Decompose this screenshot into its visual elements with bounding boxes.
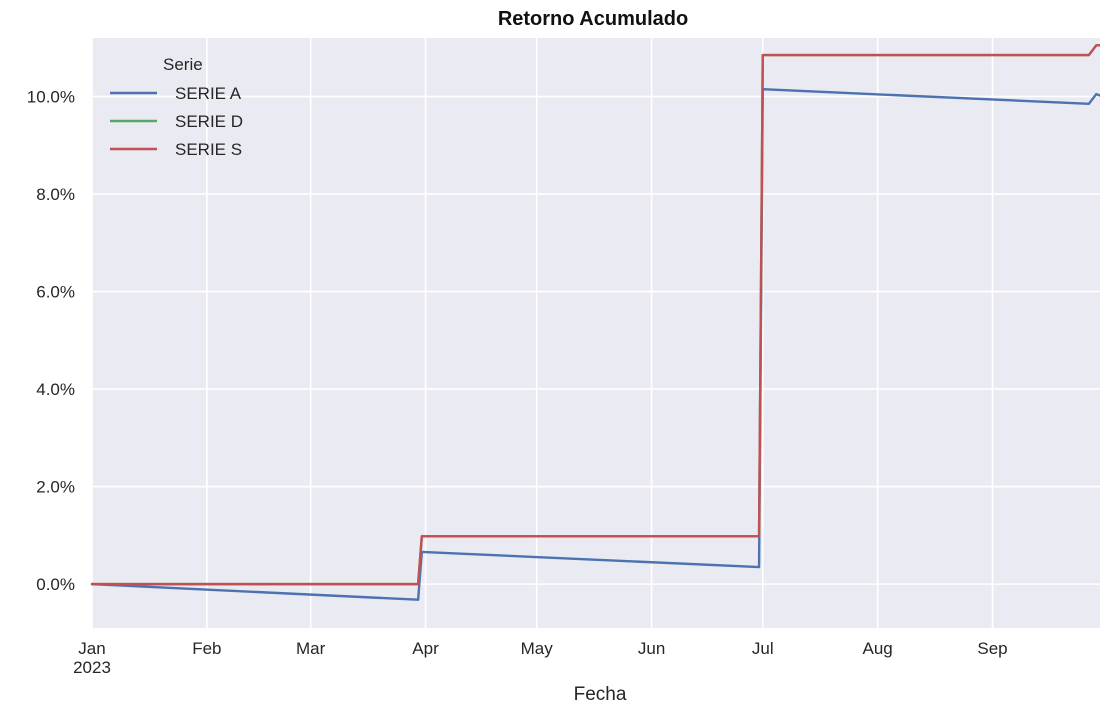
x-tick-label: Mar xyxy=(296,639,326,658)
y-tick-label: 4.0% xyxy=(36,380,75,399)
x-tick-label: Sep xyxy=(977,639,1007,658)
legend-label: SERIE S xyxy=(175,140,242,159)
x-tick-sublabel: 2023 xyxy=(73,658,111,677)
grid xyxy=(91,38,1100,628)
legend-label: SERIE D xyxy=(175,112,243,131)
x-tick-label: May xyxy=(521,639,554,658)
y-tick-label: 0.0% xyxy=(36,575,75,594)
y-tick-label: 8.0% xyxy=(36,185,75,204)
y-tick-label: 2.0% xyxy=(36,478,75,497)
y-axis-ticks: 0.0% 2.0% 4.0% 6.0% 8.0% 10.0% xyxy=(27,88,75,595)
plot-area xyxy=(92,38,1100,628)
x-tick-label: Apr xyxy=(412,639,439,658)
x-tick-label: Feb xyxy=(192,639,221,658)
x-tick-label: Aug xyxy=(863,639,893,658)
legend-title: Serie xyxy=(163,55,203,74)
x-tick-label: Jun xyxy=(638,639,665,658)
y-tick-label: 6.0% xyxy=(36,283,75,302)
legend: Serie SERIE A SERIE D SERIE S xyxy=(110,55,243,159)
y-tick-label: 10.0% xyxy=(27,88,75,107)
x-tick-label: Jan xyxy=(78,639,105,658)
series-lines xyxy=(90,44,1100,601)
x-tick-label: Jul xyxy=(752,639,774,658)
x-axis-title: Fecha xyxy=(574,684,627,705)
chart-title: Retorno Acumulado xyxy=(498,8,688,30)
series-line-serie-s xyxy=(90,44,1100,586)
legend-label: SERIE A xyxy=(175,84,242,103)
